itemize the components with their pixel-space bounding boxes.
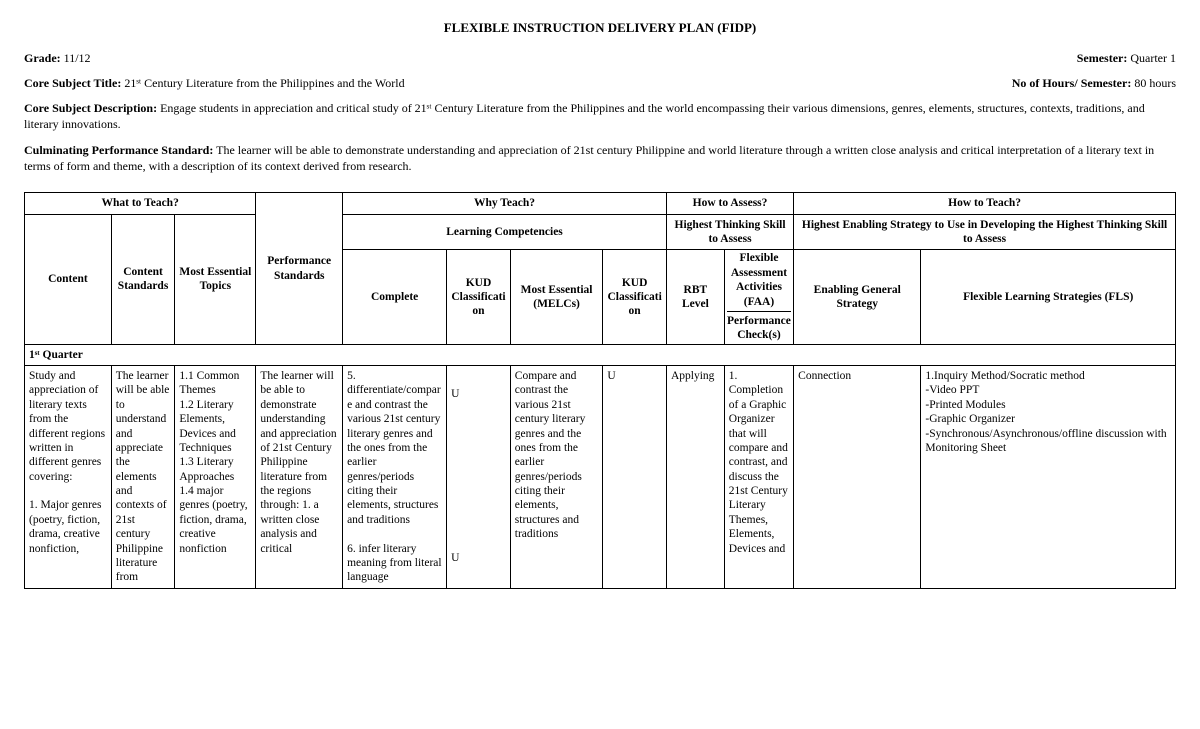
hdr-melcs: Most Essential (MELCs): [510, 250, 603, 344]
data-row-1: Study and appreciation of literary texts…: [25, 366, 1176, 589]
hdr-why-teach: Why Teach?: [343, 193, 667, 214]
hdr-faa: Flexible Assessment Activities (FAA) Per…: [724, 250, 793, 344]
cell-kud1: U U: [447, 366, 511, 589]
cell-kud2: U: [603, 366, 667, 589]
hdr-how-to-teach: How to Teach?: [794, 193, 1176, 214]
hdr-learning-competencies: Learning Competencies: [343, 214, 667, 250]
hdr-enabling-strategy: Enabling General Strategy: [794, 250, 921, 344]
header-row-2: Content Content Standards Most Essential…: [25, 214, 1176, 250]
document-title: FLEXIBLE INSTRUCTION DELIVERY PLAN (FIDP…: [24, 20, 1176, 36]
cell-performance-standards: The learner will be able to demonstrate …: [256, 366, 343, 589]
hours-value: 80 hours: [1134, 76, 1176, 90]
culminating-label: Culminating Performance Standard:: [24, 143, 213, 157]
quarter-label: 1ˢᵗ Quarter: [25, 344, 1176, 365]
cell-kud1-a: U: [451, 387, 506, 401]
cell-strategy: Connection: [794, 366, 921, 589]
cell-fls: 1.Inquiry Method/Socratic method -Video …: [921, 366, 1176, 589]
cell-topics: 1.1 Common Themes 1.2 Literary Elements,…: [175, 366, 256, 589]
hdr-rbt: RBT Level: [666, 250, 724, 344]
semester-value: Quarter 1: [1130, 51, 1176, 65]
grade-value: 11/12: [64, 51, 91, 65]
header-row-1: What to Teach? Performance Standards Why…: [25, 193, 1176, 214]
hdr-kud1: KUD Classification: [447, 250, 511, 344]
cell-melcs: Compare and contrast the various 21st ce…: [510, 366, 603, 589]
culminating-standard: Culminating Performance Standard: The le…: [24, 142, 1176, 174]
grade-label: Grade:: [24, 51, 61, 65]
hdr-highest-enabling: Highest Enabling Strategy to Use in Deve…: [794, 214, 1176, 250]
cell-complete: 5. differentiate/compare and contrast th…: [343, 366, 447, 589]
hdr-highest-thinking: Highest Thinking Skill to Assess: [666, 214, 793, 250]
hdr-faa-bottom: Performance Check(s): [727, 314, 791, 343]
quarter-section-row: 1ˢᵗ Quarter: [25, 344, 1176, 365]
hdr-what-to-teach: What to Teach?: [25, 193, 256, 214]
meta-row-subject: Core Subject Title: 21ˢᵗ Century Literat…: [24, 75, 1176, 92]
hdr-complete: Complete: [343, 250, 447, 344]
hdr-content: Content: [25, 214, 112, 344]
meta-row-grade: Grade: 11/12 Semester: Quarter 1: [24, 50, 1176, 67]
hdr-topics: Most Essential Topics: [175, 214, 256, 344]
subject-desc-value: Engage students in appreciation and crit…: [24, 101, 1145, 131]
cell-faa: 1. Completion of a Graphic Organizer tha…: [724, 366, 793, 589]
cell-content: Study and appreciation of literary texts…: [25, 366, 112, 589]
fidp-table: What to Teach? Performance Standards Why…: [24, 192, 1176, 588]
hdr-content-standards: Content Standards: [111, 214, 175, 344]
subject-title-label: Core Subject Title:: [24, 76, 121, 90]
hdr-performance-standards: Performance Standards: [256, 193, 343, 344]
hdr-faa-top: Flexible Assessment Activities (FAA): [727, 251, 791, 312]
hdr-fls: Flexible Learning Strategies (FLS): [921, 250, 1176, 344]
cell-kud1-b: U: [451, 551, 506, 565]
cell-rbt: Applying: [666, 366, 724, 589]
hdr-kud2: KUD Classification: [603, 250, 667, 344]
subject-desc-label: Core Subject Description:: [24, 101, 157, 115]
hours-label: No of Hours/ Semester:: [1012, 76, 1132, 90]
cell-content-standards: The learner will be able to understand a…: [111, 366, 175, 589]
semester-label: Semester:: [1077, 51, 1128, 65]
subject-title-value: 21ˢᵗ Century Literature from the Philipp…: [124, 76, 404, 90]
hdr-how-to-assess: How to Assess?: [666, 193, 793, 214]
subject-description: Core Subject Description: Engage student…: [24, 100, 1176, 132]
